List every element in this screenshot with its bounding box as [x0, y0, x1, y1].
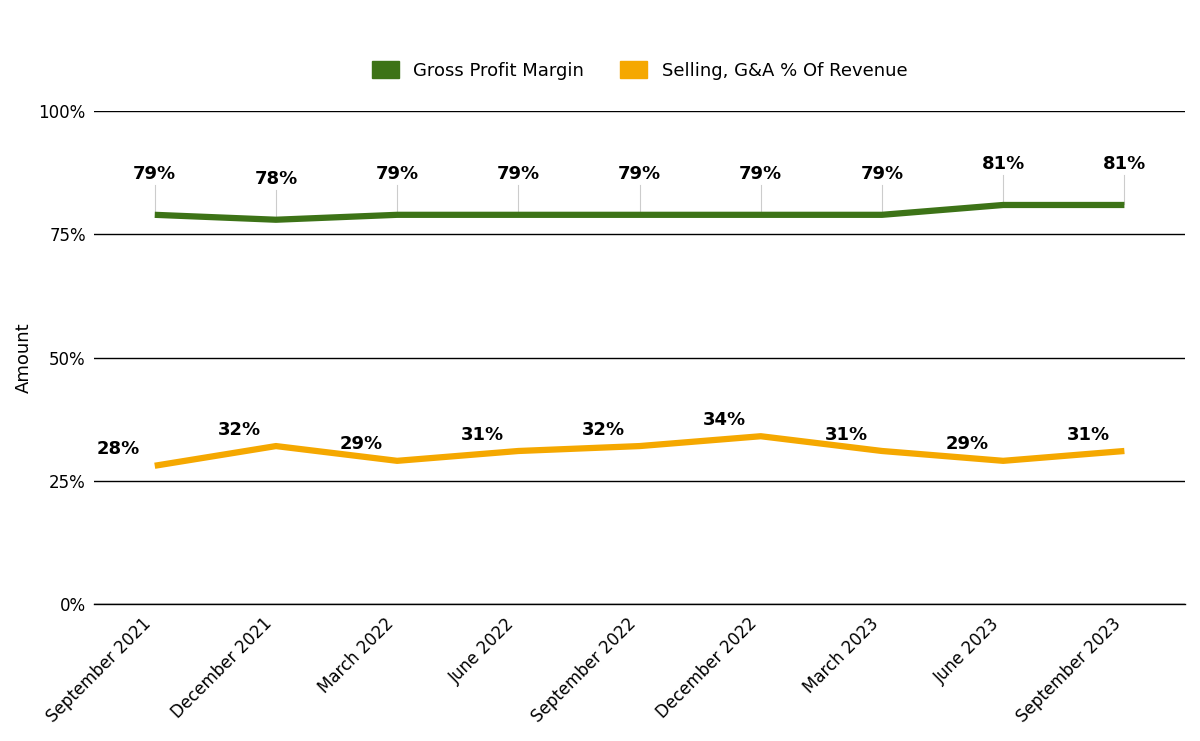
Text: 34%: 34% [703, 411, 746, 429]
Y-axis label: Amount: Amount [14, 322, 34, 393]
Legend: Gross Profit Margin, Selling, G&A % Of Revenue: Gross Profit Margin, Selling, G&A % Of R… [372, 62, 907, 80]
Text: 31%: 31% [461, 425, 504, 444]
Text: 28%: 28% [97, 440, 140, 459]
Text: 29%: 29% [340, 436, 383, 453]
Text: 79%: 79% [739, 165, 782, 183]
Text: 81%: 81% [1103, 155, 1146, 173]
Text: 79%: 79% [618, 165, 661, 183]
Text: 32%: 32% [582, 421, 625, 439]
Text: 79%: 79% [860, 165, 904, 183]
Text: 31%: 31% [824, 425, 868, 444]
Text: 79%: 79% [497, 165, 540, 183]
Text: 79%: 79% [376, 165, 419, 183]
Text: 79%: 79% [133, 165, 176, 183]
Text: 81%: 81% [982, 155, 1025, 173]
Text: 78%: 78% [254, 170, 298, 187]
Text: 32%: 32% [218, 421, 262, 439]
Text: 31%: 31% [1067, 425, 1110, 444]
Text: 29%: 29% [946, 436, 989, 453]
